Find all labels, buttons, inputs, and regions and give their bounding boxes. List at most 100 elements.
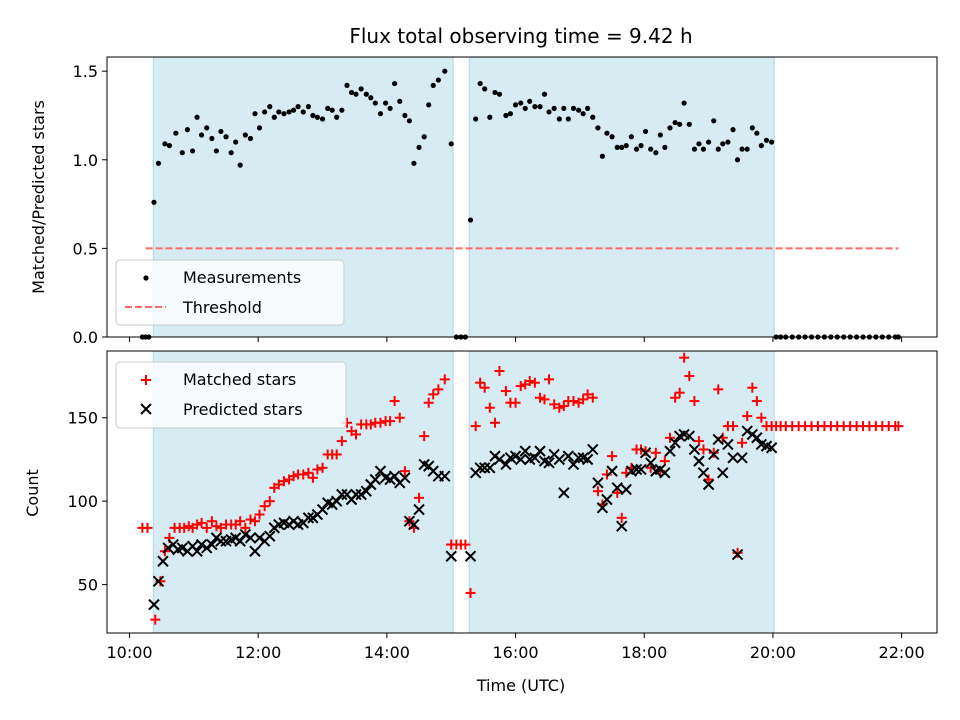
predicted-star-point [157, 555, 169, 567]
matched-star-point [414, 492, 425, 503]
measurement-point [256, 125, 263, 131]
predicted-star-point [515, 453, 527, 466]
matched-star-point [529, 377, 540, 388]
predicted-star-point [355, 488, 367, 501]
measurement-point [233, 139, 239, 145]
predicted-star-point [717, 467, 729, 479]
cross-stroke-b [253, 532, 266, 544]
predicted-star-point [399, 472, 411, 484]
cross-stroke-b [596, 502, 609, 514]
matched-star-point [684, 371, 695, 382]
legend-matched-label: Matched stars [183, 370, 296, 389]
y-tick-label: 0.5 [73, 239, 98, 258]
series-predicted-stars [148, 425, 778, 611]
matched-star-point [601, 469, 612, 480]
matched-star-point [254, 509, 265, 520]
cross-stroke-b [445, 550, 457, 562]
measurement-point [477, 80, 483, 87]
measurement-point [252, 111, 258, 117]
measurement-point [551, 105, 557, 111]
x-tick-label: 16:00 [493, 643, 539, 662]
cross-stroke-b [350, 488, 362, 501]
measurement-point [595, 125, 601, 131]
measurement-point [522, 105, 528, 111]
measurement-point [769, 139, 775, 145]
y-tick-label: 0.0 [73, 328, 98, 347]
matched-star-point [428, 389, 439, 400]
matched-star-point [558, 401, 569, 412]
x-tick-label: 20:00 [750, 643, 796, 662]
measurement-point [609, 134, 615, 140]
legend-threshold-label: Threshold [182, 298, 262, 317]
cross-stroke-b [760, 440, 773, 452]
matched-star-point [698, 444, 709, 455]
measurement-point [496, 91, 503, 97]
measurement-point [711, 118, 717, 124]
predicted-star-point [201, 542, 213, 554]
cross-stroke-b [413, 503, 425, 516]
measurement-point [730, 127, 736, 133]
matched-star-point [331, 449, 342, 460]
measurement-point [290, 107, 297, 113]
matched-star-point [489, 417, 500, 428]
bottom-y-axis-label: Count [23, 469, 42, 517]
predicted-star-point [765, 442, 778, 454]
cross-stroke-b [509, 450, 522, 462]
matched-star-point [592, 486, 603, 497]
cross-stroke-b [639, 447, 652, 459]
chart-title: Flux total observing time = 9.42 h [349, 24, 692, 48]
cross-stroke-b [321, 497, 334, 509]
measurement-point [754, 130, 760, 136]
measurement-point [402, 112, 408, 119]
measurement-point [541, 91, 548, 97]
measurement-point [467, 217, 474, 223]
measurement-point [314, 114, 320, 120]
cross-stroke-b [678, 428, 690, 441]
measurement-point [300, 109, 306, 115]
matched-star-point [494, 366, 505, 377]
predicted-star-point [731, 548, 744, 561]
x-tick-label: 14:00 [364, 643, 410, 662]
cross-stroke-b [702, 478, 715, 491]
measurement-point [633, 146, 640, 152]
predicted-star-point [722, 438, 734, 451]
cross-stroke-b [534, 445, 546, 457]
cross-stroke-b [620, 483, 632, 496]
measurement-point [744, 146, 750, 152]
cross-stroke-b [355, 488, 367, 501]
matched-star-point [235, 516, 246, 527]
predicted-star-point [509, 450, 522, 462]
measurement-point [492, 89, 498, 96]
matched-star-point [385, 416, 396, 427]
measurement-point [677, 121, 683, 127]
measurement-point [430, 82, 436, 88]
cross-stroke-b [592, 477, 604, 489]
measurement-point [482, 86, 488, 92]
measurement-point [237, 162, 243, 168]
measurement-point [715, 146, 721, 152]
matched-star-point [650, 447, 661, 458]
measurement-point [570, 105, 577, 111]
cross-stroke-b [148, 598, 160, 611]
cross-stroke-b [427, 465, 439, 477]
measurement-point [218, 128, 224, 135]
matched-star-point [554, 402, 565, 413]
matched-star-point [465, 587, 476, 598]
x-tick-label: 10:00 [106, 643, 152, 662]
matched-star-point [245, 514, 256, 525]
y-tick-label: 100 [67, 492, 98, 511]
cross-stroke-b [611, 482, 623, 494]
cross-stroke-b [606, 465, 618, 477]
measurement-point [348, 89, 355, 96]
measurement-point [310, 112, 316, 119]
matched-star-point [288, 471, 299, 482]
measurement-point [705, 139, 712, 145]
cross-stroke-b [717, 467, 729, 479]
matched-star-point [423, 397, 434, 408]
predicted-star-point [611, 482, 623, 494]
predicted-star-point [702, 478, 715, 491]
cross-stroke-b [587, 443, 599, 456]
predicted-star-point [596, 502, 609, 514]
cross-stroke-b [399, 472, 411, 484]
measurement-point [720, 141, 726, 147]
